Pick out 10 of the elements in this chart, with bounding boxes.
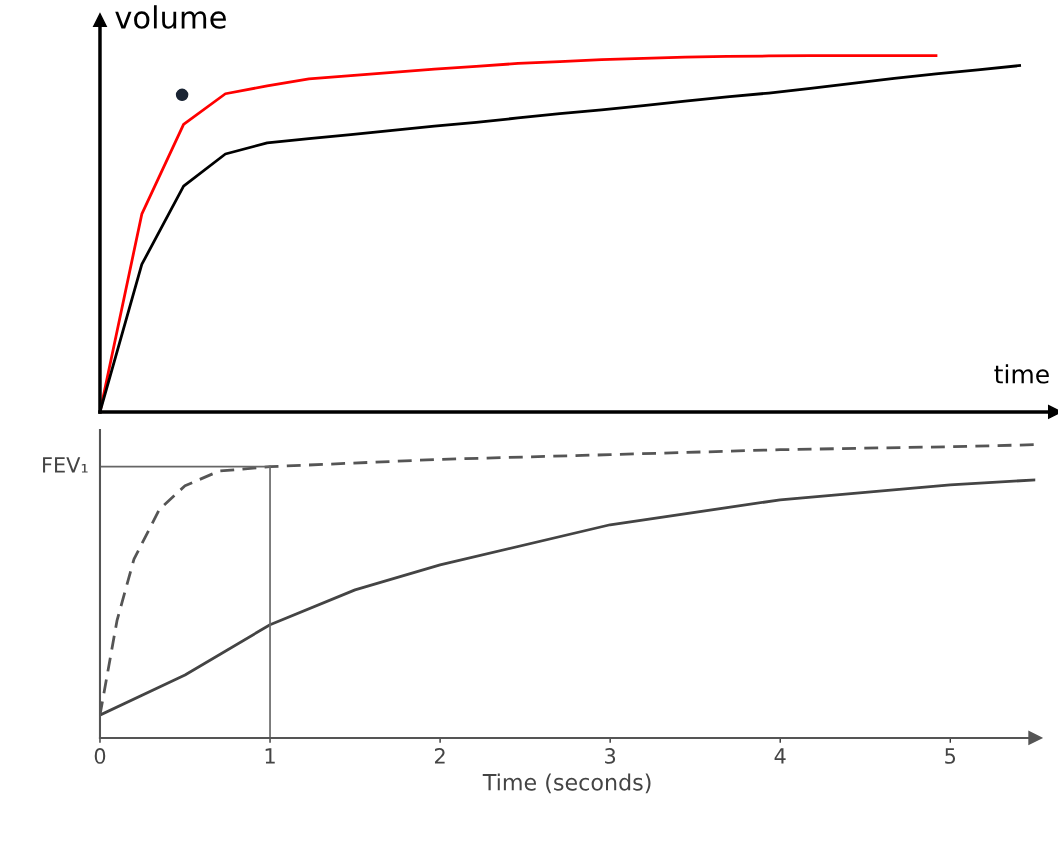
x-axis-title: Time (seconds) bbox=[482, 773, 651, 794]
x-tick-label: 3 bbox=[605, 748, 616, 764]
ref-line-label: FEV₁ bbox=[43, 457, 88, 473]
y-axis-title: volume bbox=[115, 5, 226, 29]
x-tick-label: 4 bbox=[774, 748, 786, 764]
x-tick-label: 5 bbox=[945, 748, 956, 764]
x-tick-label: 1 bbox=[265, 748, 275, 764]
x-axis-title: time bbox=[994, 364, 1049, 384]
x-tick-label: 0 bbox=[94, 748, 106, 764]
x-tick-label: 2 bbox=[434, 748, 445, 764]
